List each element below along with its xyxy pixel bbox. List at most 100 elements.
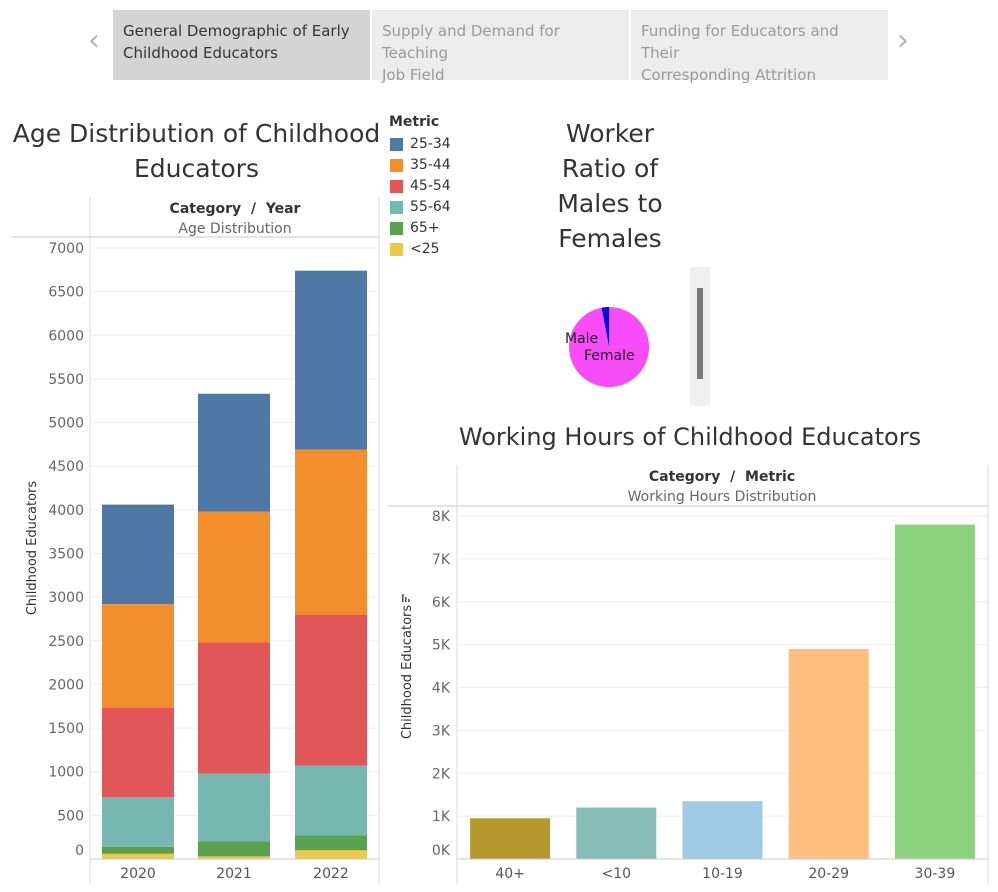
hours-x-tick-label: 20-29 xyxy=(808,866,849,882)
age-bar-segment[interactable] xyxy=(102,604,174,708)
age-y-tick-label: 0 xyxy=(75,843,84,859)
legend-swatch xyxy=(390,201,403,214)
legend-label: 65+ xyxy=(410,220,440,236)
age-y-tick-label: 3500 xyxy=(48,547,84,563)
hours-chart-title: Working Hours of Childhood Educators xyxy=(458,423,922,451)
pie-male-label: Male xyxy=(565,331,598,347)
age-chart-title-line1: Age Distribution of Childhood xyxy=(12,119,381,148)
hours-bar[interactable] xyxy=(788,648,869,859)
ratio-chart-title: Worker Ratio of Males to Females xyxy=(520,116,700,256)
legend-swatch xyxy=(390,159,403,172)
age-y-tick-label: 5000 xyxy=(48,416,84,432)
tab-label-line1: Supply and Demand for Teaching xyxy=(382,22,560,62)
age-y-axis-label: Childhood Educators xyxy=(25,481,40,616)
age-x-tick-label: 2021 xyxy=(216,866,252,882)
ratio-title-line3: Males to xyxy=(557,189,663,218)
age-y-tick-label: 2000 xyxy=(48,677,84,693)
age-chart-title: Age Distribution of Childhood Educators xyxy=(10,116,383,186)
hours-bar[interactable] xyxy=(576,807,657,859)
age-header-sub: Age Distribution xyxy=(178,221,291,237)
age-y-tick-label: 4000 xyxy=(48,503,84,519)
age-y-tick-label: 1000 xyxy=(48,765,84,781)
tab-label-line1: General Demographic of Early xyxy=(123,22,350,40)
age-bar-segment[interactable] xyxy=(102,504,174,605)
age-x-tick-label: 2022 xyxy=(313,866,349,882)
tab-label-line2: Childhood Educators xyxy=(123,44,278,62)
hours-y-tick-label: 5K xyxy=(432,638,451,654)
age-y-tick-label: 5500 xyxy=(48,372,84,388)
age-header-main: Category / Year xyxy=(170,201,301,217)
hours-bar[interactable] xyxy=(470,818,551,859)
age-bar-segment[interactable] xyxy=(295,765,367,836)
age-bar-segment[interactable] xyxy=(295,449,367,615)
age-bar-segment[interactable] xyxy=(102,707,174,798)
hours-y-tick-label: 7K xyxy=(432,552,451,568)
prev-arrow-icon[interactable]: ‹ xyxy=(88,23,100,58)
age-bar-segment[interactable] xyxy=(198,856,270,859)
age-bar-segment[interactable] xyxy=(198,642,270,774)
age-y-tick-label: 500 xyxy=(57,808,84,824)
pie-slice[interactable] xyxy=(568,307,649,387)
tab-supply-demand[interactable]: Supply and Demand for Teaching Job Field xyxy=(372,10,629,84)
legend-label: 25-34 xyxy=(410,136,451,152)
tab-label-line2: Corresponding Attrition xyxy=(641,66,816,84)
hours-header-main: Category / Metric xyxy=(649,469,795,485)
hours-x-tick-label: 30-39 xyxy=(915,866,956,882)
hours-y-tick-label: 3K xyxy=(432,723,451,739)
hours-bar[interactable] xyxy=(894,524,975,859)
hours-y-tick-label: 8K xyxy=(432,509,451,525)
age-bar-segment[interactable] xyxy=(102,853,174,859)
ratio-title-line1: Worker xyxy=(565,119,655,148)
tab-label-line2: Job Field xyxy=(382,66,445,84)
hours-y-tick-label: 1K xyxy=(432,809,451,825)
age-y-tick-label: 2500 xyxy=(48,634,84,650)
legend-label: 45-54 xyxy=(410,178,451,194)
hours-bar[interactable] xyxy=(682,801,763,859)
tab-demographics[interactable]: General Demographic of Early Childhood E… xyxy=(113,10,370,80)
legend-swatch xyxy=(390,138,403,151)
legend-label: 55-64 xyxy=(410,199,451,215)
age-chart-title-line2: Educators xyxy=(134,154,259,183)
age-x-tick-label: 2020 xyxy=(120,866,156,882)
hours-y-tick-label: 0K xyxy=(432,843,451,859)
age-bar-segment[interactable] xyxy=(295,270,367,450)
hours-y-tick-label: 2K xyxy=(432,766,451,782)
age-y-tick-label: 3000 xyxy=(48,590,84,606)
age-y-tick-label: 4500 xyxy=(48,459,84,475)
ratio-title-line2: Ratio of xyxy=(561,154,659,183)
tab-funding-attrition[interactable]: Funding for Educators and Their Correspo… xyxy=(631,10,888,84)
pie-slice[interactable] xyxy=(601,307,609,347)
hours-x-tick-label: 10-19 xyxy=(702,866,743,882)
age-y-tick-label: 6500 xyxy=(48,285,84,301)
hours-x-tick-label: 40+ xyxy=(495,866,525,882)
hours-header-sub: Working Hours Distribution xyxy=(628,489,817,505)
next-arrow-icon[interactable]: › xyxy=(897,23,909,58)
age-bar-segment[interactable] xyxy=(198,511,270,643)
scroll-thumb[interactable] xyxy=(697,288,703,379)
legend-swatch xyxy=(390,180,403,193)
age-bar-segment[interactable] xyxy=(295,850,367,859)
legend-swatch xyxy=(390,222,403,235)
hours-y-tick-label: 6K xyxy=(432,595,451,611)
tab-label-line1: Funding for Educators and Their xyxy=(641,22,839,62)
hours-x-tick-label: <10 xyxy=(602,866,632,882)
age-bar-segment[interactable] xyxy=(198,393,270,512)
legend-label: 35-44 xyxy=(410,157,451,173)
age-bar-segment[interactable] xyxy=(198,773,270,842)
age-bar-segment[interactable] xyxy=(295,614,367,766)
legend-swatch xyxy=(390,243,403,256)
legend-title: Metric xyxy=(389,114,440,130)
age-y-tick-label: 7000 xyxy=(48,241,84,257)
age-bar-segment[interactable] xyxy=(198,841,270,857)
age-bar-segment[interactable] xyxy=(295,835,367,851)
hours-y-axis-label: Childhood Educators xyxy=(400,605,415,740)
pie-female-label: Female xyxy=(584,348,635,364)
legend-label: <25 xyxy=(410,241,440,257)
sort-icon[interactable] xyxy=(402,594,410,602)
age-bar-segment[interactable] xyxy=(102,846,174,854)
age-y-tick-label: 6000 xyxy=(48,328,84,344)
age-y-tick-label: 1500 xyxy=(48,721,84,737)
age-bar-segment[interactable] xyxy=(102,797,174,847)
hours-y-tick-label: 4K xyxy=(432,681,451,697)
